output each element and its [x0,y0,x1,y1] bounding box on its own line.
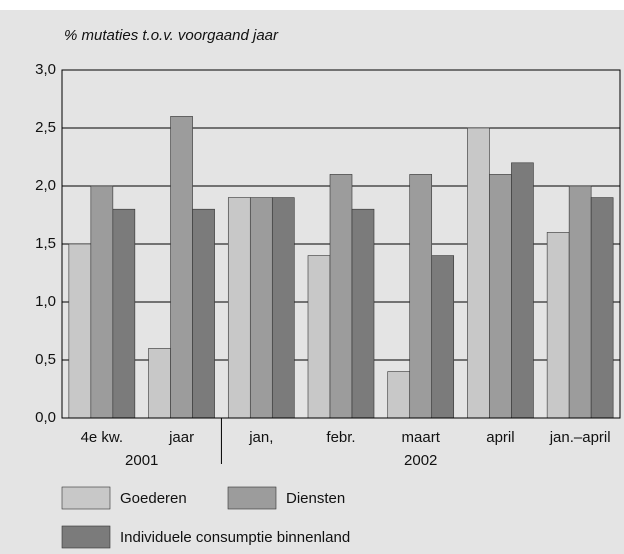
x-tick-label: jan, [248,429,273,446]
legend-label: Diensten [286,490,345,507]
bar [249,197,273,419]
x-tick-label: maart [402,429,441,446]
y-tick-label: 2,5 [35,119,56,136]
y-tick-label: 1,5 [35,235,56,252]
x-tick-label: febr. [326,429,355,446]
y-tick-label: 3,0 [35,61,56,78]
bar [467,127,490,419]
bar [431,255,455,419]
x-tick-label: 4e kw. [81,429,124,446]
bar [68,243,92,419]
bar [489,174,512,419]
bar [148,348,171,419]
y-tick-label: 2,0 [35,177,56,194]
bar [568,185,592,419]
legend-swatch [227,486,277,510]
bar [590,197,614,419]
plot-frame [61,69,621,419]
x-tick-label: jan.–april [549,429,611,446]
bar [271,197,295,419]
x-tick-label: jaar [168,429,194,446]
x-tick-label: april [486,429,514,446]
bar [387,371,411,419]
bar [351,208,375,419]
legend-label: Individuele consumptie binnenland [120,529,350,546]
y-tick-label: 1,0 [35,293,56,310]
bar [227,197,251,419]
y-tick-label: 0,5 [35,351,56,368]
legend-swatch [61,525,111,549]
group-label: 2002 [404,452,437,469]
legend-swatch [61,486,111,510]
bar [112,208,136,419]
bar [329,174,353,419]
legend-label: Goederen [120,490,187,507]
chart-title: % mutaties t.o.v. voorgaand jaar [64,27,279,44]
bar [170,116,193,419]
bar [511,162,534,419]
y-tick-label: 0,0 [35,409,56,426]
bar [90,185,114,419]
bar [192,208,215,419]
bar [409,174,433,419]
group-label: 2001 [125,452,158,469]
bar [307,255,331,419]
bar [546,232,570,419]
